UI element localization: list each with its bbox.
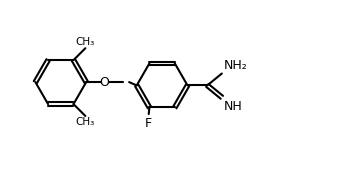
Text: CH₃: CH₃ bbox=[76, 37, 95, 47]
Text: NH: NH bbox=[224, 100, 243, 113]
Text: CH₃: CH₃ bbox=[76, 117, 95, 127]
Text: F: F bbox=[145, 117, 152, 130]
Text: NH₂: NH₂ bbox=[224, 59, 248, 72]
Text: O: O bbox=[100, 76, 110, 89]
